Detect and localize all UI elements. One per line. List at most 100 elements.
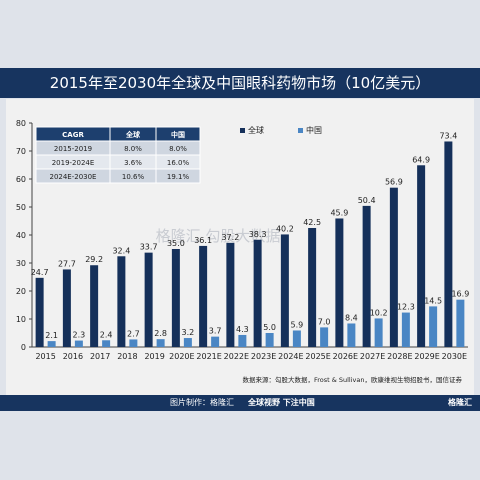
x-tick-label: 2030E bbox=[442, 352, 467, 361]
y-tick-label: 10 bbox=[16, 315, 26, 324]
cagr-cell-text: 3.6% bbox=[124, 159, 142, 167]
y-tick-label: 20 bbox=[16, 287, 26, 296]
bar-china bbox=[129, 339, 138, 347]
legend-label-global: 全球 bbox=[248, 125, 264, 135]
data-label-china: 2.3 bbox=[73, 331, 86, 340]
bar-china bbox=[374, 318, 383, 347]
x-tick-label: 2019 bbox=[144, 352, 164, 361]
footer-slogan: 全球视野 下注中国 bbox=[248, 398, 315, 407]
watermark-text: 格隆汇 勾股大数据 bbox=[156, 227, 281, 245]
bar-global bbox=[253, 239, 262, 347]
legend-swatch-china bbox=[298, 128, 303, 133]
data-label-global: 40.2 bbox=[276, 224, 294, 233]
cagr-header-text: CAGR bbox=[62, 131, 84, 139]
data-label-global: 36.1 bbox=[194, 236, 212, 245]
footer-made-by: 图片制作：格隆汇 bbox=[170, 398, 234, 407]
y-tick-label: 70 bbox=[16, 147, 26, 156]
data-label-global: 27.7 bbox=[58, 259, 76, 268]
bar-global bbox=[335, 218, 344, 347]
legend-label-china: 中国 bbox=[306, 125, 322, 135]
y-tick-label: 40 bbox=[16, 231, 26, 240]
bar-china bbox=[102, 340, 111, 347]
x-tick-label: 2015 bbox=[35, 352, 55, 361]
x-tick-label: 2029E bbox=[414, 352, 439, 361]
data-label-china: 2.4 bbox=[100, 330, 113, 339]
bar-china bbox=[292, 330, 301, 347]
x-tick-label: 2024E bbox=[278, 352, 303, 361]
bar-china bbox=[456, 299, 465, 347]
y-tick-label: 0 bbox=[21, 343, 26, 352]
bar-global bbox=[171, 249, 180, 347]
data-label-china: 3.2 bbox=[182, 328, 195, 337]
cagr-header-text: 中国 bbox=[171, 130, 185, 139]
data-label-china: 12.3 bbox=[397, 303, 415, 312]
cagr-cell-text: 8.0% bbox=[169, 145, 187, 153]
x-tick-label: 2020E bbox=[169, 352, 194, 361]
y-tick-label: 80 bbox=[16, 119, 26, 128]
data-label-global: 42.5 bbox=[303, 218, 321, 227]
bar-china bbox=[347, 323, 356, 347]
data-label-china: 5.0 bbox=[263, 323, 276, 332]
x-tick-label: 2016 bbox=[63, 352, 83, 361]
data-label-global: 29.2 bbox=[85, 255, 103, 264]
bar-global bbox=[62, 269, 71, 347]
data-label-global: 37.2 bbox=[221, 233, 239, 242]
cagr-cell-text: 2015-2019 bbox=[54, 145, 92, 153]
bar-global bbox=[362, 205, 371, 347]
x-tick-label: 2017 bbox=[90, 352, 110, 361]
bar-china bbox=[156, 339, 165, 347]
bar-global bbox=[389, 187, 398, 347]
data-label-china: 2.1 bbox=[45, 331, 58, 340]
cagr-cell-text: 8.0% bbox=[124, 145, 142, 153]
y-tick-label: 60 bbox=[16, 175, 26, 184]
bar-global bbox=[226, 242, 235, 347]
x-tick-label: 2021E bbox=[196, 352, 221, 361]
x-tick-label: 2028E bbox=[387, 352, 412, 361]
data-label-china: 7.0 bbox=[318, 317, 331, 326]
cagr-cell-text: 16.0% bbox=[167, 159, 190, 167]
bar-china bbox=[183, 338, 192, 347]
source-note: 数据来源：勾股大数据，Frost & Sullivan，欧康维视生物招股书，国信… bbox=[242, 375, 462, 384]
bar-global bbox=[90, 265, 99, 347]
data-label-china: 2.8 bbox=[154, 329, 167, 338]
chart-title: 2015年至2030年全球及中国眼科药物市场（10亿美元） bbox=[49, 74, 431, 92]
cagr-header-text: 全球 bbox=[125, 130, 141, 139]
bar-global bbox=[199, 245, 208, 347]
data-label-global: 45.9 bbox=[330, 208, 348, 217]
chart-panel: 格隆汇 勾股大数据 0 10 20 30 40 50 60 70 80 24.7 2.1 2015 27.… bbox=[6, 99, 474, 411]
x-tick-label: 2025E bbox=[305, 352, 330, 361]
data-label-china: 14.5 bbox=[424, 296, 442, 305]
bar-china bbox=[429, 306, 438, 347]
bar-china bbox=[47, 341, 56, 347]
data-label-global: 50.4 bbox=[358, 196, 376, 205]
bar-global bbox=[35, 277, 44, 347]
bar-global bbox=[308, 228, 317, 347]
y-tick-label: 30 bbox=[16, 259, 26, 268]
x-tick-label: 2026E bbox=[333, 352, 358, 361]
data-label-global: 73.4 bbox=[439, 131, 457, 140]
data-label-china: 2.7 bbox=[127, 329, 140, 338]
data-label-global: 38.3 bbox=[249, 230, 267, 239]
data-label-global: 56.9 bbox=[385, 178, 403, 187]
footer-bar: 图片制作：格隆汇 全球视野 下注中国 格隆汇 bbox=[0, 395, 480, 411]
bar-china bbox=[320, 327, 329, 347]
bar-china bbox=[401, 312, 410, 347]
bar-china bbox=[211, 336, 220, 347]
footer-brand: 格隆汇 bbox=[448, 398, 472, 407]
x-tick-label: 2022E bbox=[224, 352, 249, 361]
bar-global bbox=[417, 165, 426, 347]
data-label-china: 3.7 bbox=[209, 327, 222, 336]
cagr-cell-text: 2024E-2030E bbox=[49, 173, 96, 181]
legend-swatch-global bbox=[240, 128, 245, 133]
cagr-cell-text: 2019-2024E bbox=[52, 159, 95, 167]
bar-global bbox=[444, 141, 453, 347]
cagr-cell bbox=[155, 168, 201, 184]
data-label-global: 33.7 bbox=[140, 243, 158, 252]
data-label-china: 16.9 bbox=[451, 290, 469, 299]
data-label-global: 35.0 bbox=[167, 239, 185, 248]
chart-title-banner: 2015年至2030年全球及中国眼科药物市场（10亿美元） bbox=[0, 68, 480, 98]
data-label-global: 24.7 bbox=[31, 268, 49, 277]
bar-chart: 格隆汇 勾股大数据 0 10 20 30 40 50 60 70 80 24.7 2.1 2015 27.… bbox=[16, 119, 469, 384]
cagr-cell-text: 19.1% bbox=[167, 173, 190, 181]
bar-china bbox=[238, 334, 247, 347]
